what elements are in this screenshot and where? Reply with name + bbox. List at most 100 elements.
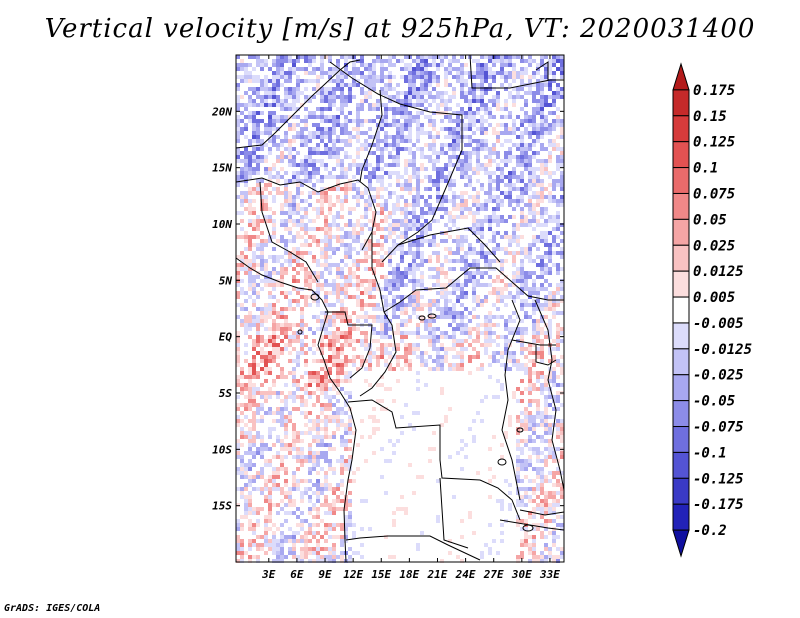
field-cell [452,67,456,71]
field-cell [416,99,420,103]
field-cell [444,99,448,103]
field-cell [396,127,400,131]
field-cell [528,155,532,159]
field-cell [272,139,276,143]
field-cell [272,279,276,283]
field-cell [364,339,368,343]
field-cell [356,283,360,287]
field-cell [472,151,476,155]
field-cell [472,83,476,87]
field-cell [392,55,396,59]
field-cell [312,147,316,151]
field-cell [484,251,488,255]
field-cell [380,87,384,91]
field-cell [444,179,448,183]
field-cell [552,367,556,371]
field-cell [504,319,508,323]
field-cell [560,183,564,187]
field-cell [272,307,276,311]
field-cell [448,63,452,67]
field-cell [320,163,324,167]
field-cell [444,291,448,295]
field-cell [328,283,332,287]
field-cell [476,315,480,319]
field-cell [256,59,260,63]
field-cell [424,335,428,339]
field-cell [284,131,288,135]
field-cell [288,391,292,395]
field-cell [392,95,396,99]
field-cell [512,327,516,331]
field-cell [400,251,404,255]
field-cell [536,235,540,239]
field-cell [544,463,548,467]
field-cell [408,191,412,195]
field-cell [280,351,284,355]
field-cell [460,207,464,211]
field-cell [460,343,464,347]
field-cell [252,339,256,343]
field-cell [280,207,284,211]
field-cell [548,219,552,223]
field-cell [480,83,484,87]
field-cell [524,183,528,187]
field-cell [548,175,552,179]
field-cell [520,195,524,199]
field-cell [528,487,532,491]
field-cell [408,243,412,247]
field-cell [400,75,404,79]
field-cell [544,495,548,499]
field-cell [464,307,468,311]
field-cell [344,523,348,527]
field-cell [492,103,496,107]
field-cell [252,219,256,223]
field-cell [392,63,396,67]
field-cell [552,379,556,383]
field-cell [312,359,316,363]
field-cell [460,259,464,263]
field-cell [512,275,516,279]
field-cell [360,191,364,195]
field-cell [344,71,348,75]
field-cell [404,231,408,235]
field-cell [292,279,296,283]
field-cell [556,267,560,271]
field-cell [252,319,256,323]
field-cell [548,351,552,355]
field-cell [424,363,428,367]
field-cell [412,267,416,271]
field-cell [404,115,408,119]
field-cell [444,127,448,131]
field-cell [320,283,324,287]
field-cell [336,263,340,267]
field-cell [456,327,460,331]
field-cell [444,271,448,275]
field-cell [548,335,552,339]
field-cell [344,519,348,523]
field-cell [284,87,288,91]
field-cell [424,327,428,331]
field-cell [380,79,384,83]
field-cell [488,239,492,243]
field-cell [508,59,512,63]
field-cell [332,71,336,75]
field-cell [376,287,380,291]
field-cell [496,351,500,355]
field-cell [500,287,504,291]
field-cell [540,487,544,491]
field-cell [316,135,320,139]
field-cell [400,367,404,371]
field-cell [524,459,528,463]
field-cell [536,255,540,259]
field-cell [528,439,532,443]
field-cell [344,403,348,407]
field-cell [248,375,252,379]
field-cell [268,131,272,135]
field-cell [544,307,548,311]
field-cell [452,111,456,115]
field-cell [356,199,360,203]
field-cell [508,355,512,359]
field-cell [384,91,388,95]
field-cell [520,71,524,75]
field-cell [520,351,524,355]
